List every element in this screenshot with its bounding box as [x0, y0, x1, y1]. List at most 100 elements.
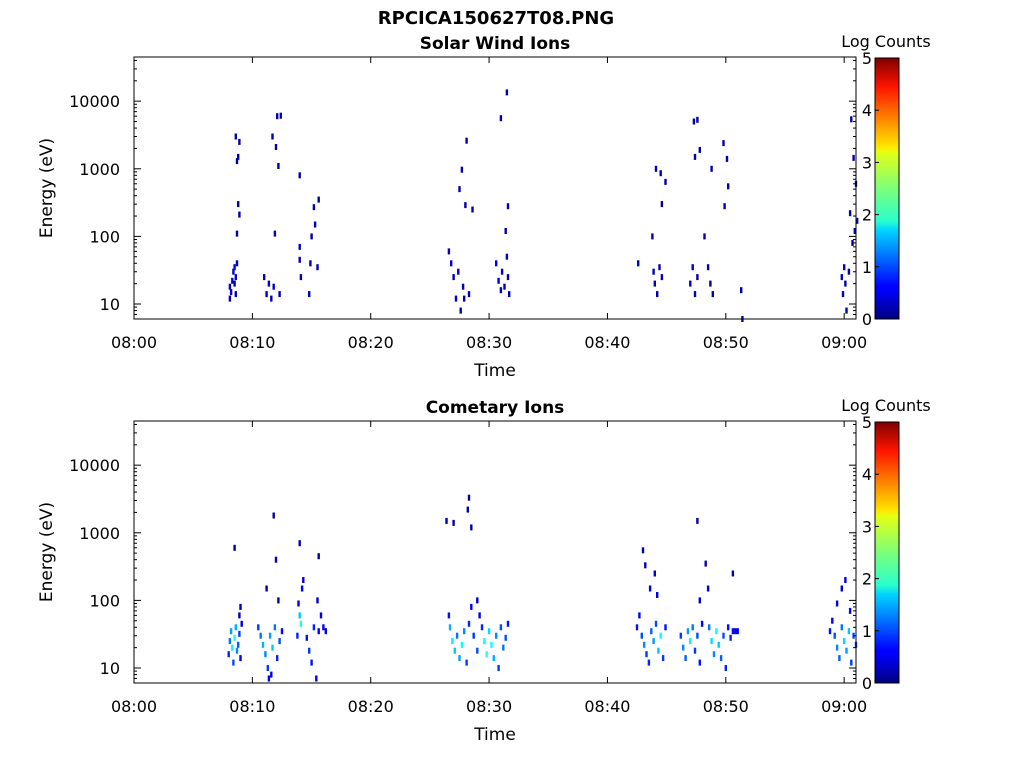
spectrogram-cell	[300, 585, 304, 592]
colorbar-tick-label: 4	[862, 101, 872, 120]
spectrogram-cell	[727, 624, 730, 631]
spectrogram-cell	[852, 154, 855, 161]
spectrogram-cell	[487, 628, 491, 635]
spectrogram-cell	[310, 659, 313, 666]
spectrogram-cell	[503, 283, 506, 290]
spectrogram-cell	[280, 628, 284, 635]
spectrogram-cell	[706, 585, 710, 592]
spectrogram-cell	[712, 651, 716, 658]
y-axis-label: Energy (eV)	[37, 138, 57, 238]
spectrogram-cell	[229, 628, 233, 635]
spectrogram-cell	[490, 641, 493, 648]
spectrogram-cell	[316, 597, 319, 604]
spectrogram-cell	[453, 647, 456, 654]
spectrogram-cell	[502, 644, 505, 651]
colorbar-tick-label: 4	[862, 465, 872, 484]
spectrogram-cells	[228, 89, 859, 322]
spectrogram-cell	[506, 620, 510, 627]
spectrogram-cell	[235, 158, 239, 165]
spectrogram-cell	[267, 675, 271, 682]
spectrogram-cell	[233, 264, 236, 271]
y-tick-label: 10000	[69, 456, 120, 475]
spectrogram-cell	[648, 585, 652, 592]
spectrogram-cell	[657, 647, 660, 654]
spectrogram-cell	[686, 628, 690, 635]
x-tick-label: 08:40	[584, 697, 630, 716]
y-axis-label: Energy (eV)	[37, 502, 57, 602]
spectrogram-cell	[464, 202, 467, 209]
spectrogram-cell	[451, 638, 454, 645]
spectrogram-cell	[232, 268, 235, 275]
spectrogram-cell	[298, 612, 301, 619]
spectrogram-cell	[652, 638, 655, 645]
spectrogram-cell	[458, 655, 461, 662]
x-tick-label: 08:10	[229, 333, 275, 352]
spectrogram-cell	[308, 291, 311, 298]
spectrogram-cell	[660, 201, 664, 208]
spectrogram-cell	[238, 612, 241, 619]
y-tick-label: 1000	[79, 160, 120, 179]
spectrogram-cell	[238, 630, 241, 637]
spectrogram-cell	[231, 277, 234, 284]
spectrogram-cell	[237, 153, 240, 160]
colorbar-gradient	[874, 57, 900, 320]
spectrogram-cell	[492, 655, 495, 662]
spectrogram-cell	[238, 211, 241, 218]
spectrogram-cell	[273, 624, 277, 631]
spectrogram-cell	[495, 260, 498, 267]
spectrogram-cell	[312, 204, 316, 211]
spectrogram-cell	[298, 243, 301, 250]
spectrogram-cell	[656, 592, 659, 598]
colorbar-tick-label: 0	[862, 310, 872, 329]
spectrogram-cell	[455, 632, 459, 639]
spectrogram-cell	[234, 133, 237, 140]
spectrogram-cell	[265, 291, 268, 298]
spectrogram-cell	[267, 280, 271, 287]
colorbar-tick-label: 3	[862, 153, 872, 172]
spectrogram-cell	[499, 115, 503, 122]
spectrogram-cell	[740, 287, 743, 294]
spectrogram-cell	[505, 89, 509, 96]
spectrogram-cell	[689, 280, 692, 287]
spectrogram-cell	[233, 280, 236, 287]
spectrogram-cell	[238, 138, 241, 145]
spectrogram-cell	[704, 560, 707, 567]
spectrogram-cell	[650, 628, 653, 635]
spectrogram-cell	[240, 620, 243, 627]
spectrogram-cell	[841, 291, 845, 298]
spectrogram-cell	[228, 638, 232, 645]
spectrogram-cell	[316, 264, 319, 271]
spectrogram-cell	[727, 183, 730, 190]
spectrogram-cell	[828, 628, 832, 635]
spectrogram-cell	[317, 628, 320, 635]
spectrogram-cell	[447, 248, 451, 255]
spectrogram-cell	[693, 153, 697, 160]
spectrogram-cell	[658, 264, 661, 271]
spectrogram-cell	[844, 280, 847, 287]
spectrogram-cell	[659, 170, 662, 177]
x-tick-label: 09:00	[821, 697, 867, 716]
spectrogram-cell	[652, 268, 655, 275]
spectrogram-cell	[235, 230, 239, 237]
spectrogram-cell	[296, 632, 299, 639]
spectrogram-cell	[653, 570, 656, 577]
spectrogram-cell	[641, 547, 645, 554]
spectrogram-cell	[736, 628, 739, 635]
spectrogram-cell	[445, 517, 448, 524]
spectrogram-cell	[696, 632, 699, 639]
spectrogram-cell	[274, 556, 278, 563]
spectrogram-cell	[504, 228, 507, 234]
spectrogram-cell	[319, 612, 323, 619]
spectrogram-cell	[497, 277, 500, 284]
spectrogram-cell	[470, 603, 473, 610]
spectrogram-cell	[235, 260, 239, 267]
spectrogram-cell	[465, 659, 468, 666]
panel-cometary-ions: Cometary Ions 08:00 08:10 08:20 08:30 08:40 0…	[37, 396, 931, 745]
spectrogram-cell	[495, 632, 498, 639]
spectrogram-cell	[459, 307, 462, 314]
spectrogram-cell	[654, 620, 658, 627]
spectrogram-cell	[719, 655, 723, 662]
spectrogram-cell	[257, 624, 260, 631]
colorbar-tick-label: 1	[862, 258, 872, 277]
spectrogram-cell	[833, 632, 836, 639]
